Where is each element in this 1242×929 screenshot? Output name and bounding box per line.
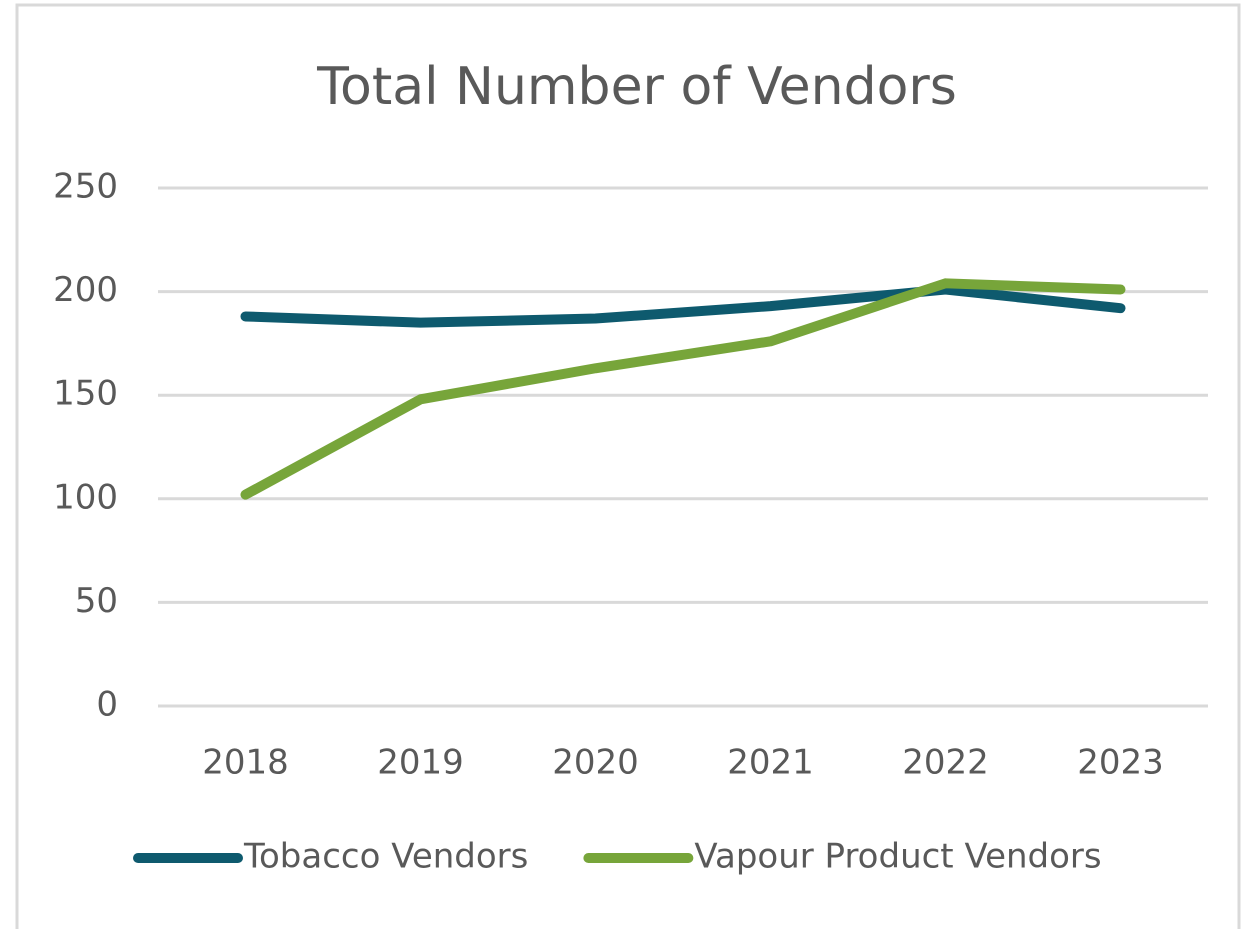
chart-title: Total Number of Vendors	[316, 57, 957, 117]
y-tick-label: 200	[53, 270, 118, 310]
legend-label: Vapour Product Vendors	[694, 837, 1101, 877]
x-tick-label: 2020	[552, 743, 639, 783]
series-line	[240, 278, 1126, 500]
y-tick-label: 100	[53, 477, 118, 517]
x-tick-label: 2021	[727, 743, 814, 783]
x-tick-label: 2023	[1077, 743, 1164, 783]
y-tick-label: 250	[53, 167, 118, 207]
x-tick-label: 2019	[377, 743, 464, 783]
y-tick-label: 0	[96, 685, 118, 725]
x-tick-label: 2022	[902, 743, 989, 783]
series-line	[240, 284, 1126, 328]
chart-border	[15, 3, 1241, 929]
y-tick-label: 150	[53, 374, 118, 414]
y-tick-label: 50	[75, 581, 118, 621]
legend-label: Tobacco Vendors	[243, 837, 528, 877]
x-tick-label: 2018	[202, 743, 289, 783]
